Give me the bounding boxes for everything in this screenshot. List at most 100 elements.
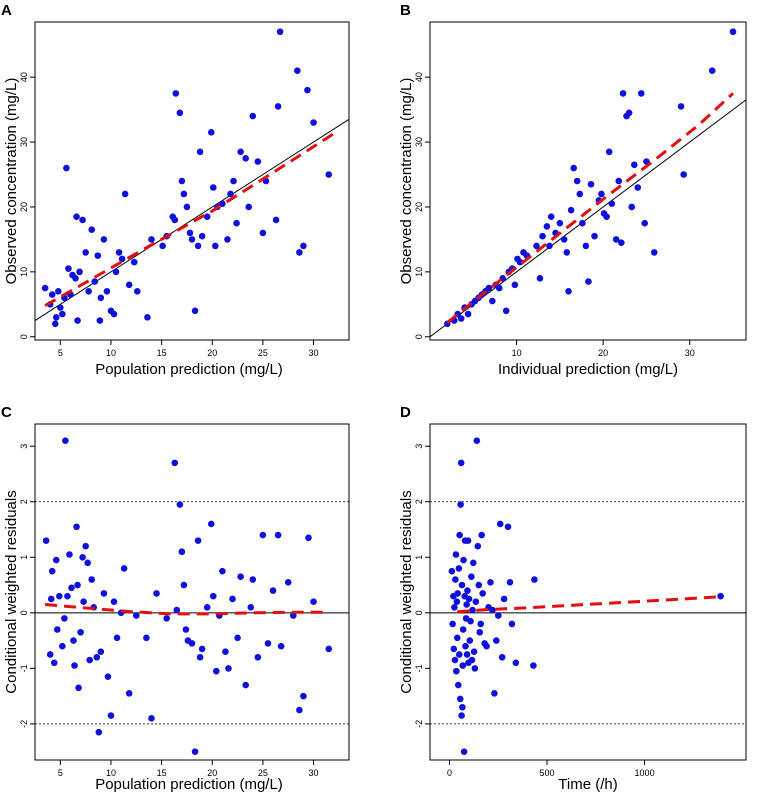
panel-c-data-point <box>107 712 115 719</box>
panel-d-data-point <box>491 690 498 697</box>
panel-a-x-ticks: 5 10 15 20 25 30 <box>58 340 319 358</box>
panel-a-data-point <box>188 236 196 243</box>
panel-a-x-label: Population prediction (mg/L) <box>95 361 283 378</box>
panel-c-data-point <box>104 673 112 680</box>
panel-c-data-point <box>62 437 69 444</box>
panel-a-data-point <box>203 213 211 220</box>
panel-b-data-point <box>641 219 649 227</box>
panel-a-trend <box>44 132 335 307</box>
panel-a-data-point <box>178 177 186 185</box>
panel-a-x-tick-label: 30 <box>309 348 319 358</box>
panel-c-data-point <box>70 637 77 644</box>
panel-b-plot-frame <box>429 21 747 341</box>
panel-b-data-point <box>598 190 605 198</box>
panel-a-data-point <box>115 249 123 256</box>
panel-c-data-point <box>274 531 282 539</box>
panel-d-data-point <box>493 637 500 644</box>
panel-b-data-point <box>495 284 503 292</box>
panel-d-y-tick-label: 3 <box>414 444 424 449</box>
panel-b-data-point <box>582 242 590 250</box>
panel-a-data-point <box>41 284 49 292</box>
panel-a-data-point <box>233 219 240 227</box>
panel-a-data-point <box>180 190 188 198</box>
panel-c-data-point <box>88 576 96 583</box>
panel-b-data-point <box>516 258 524 266</box>
panel-c-data-point <box>71 662 78 669</box>
panel-b-data-point <box>628 203 636 211</box>
panel-a-data-point <box>325 171 333 178</box>
panel-a-x-tick-label: 5 <box>58 348 63 358</box>
panel-a-data-point <box>82 249 89 256</box>
panel-c-data-point <box>97 648 105 656</box>
panel-d-x-tick-label: 0 <box>447 768 452 778</box>
panel-a-data-point <box>219 200 226 208</box>
panel-d-data-point <box>508 620 516 628</box>
panel-a-y-label: Observed concentration (mg/L) <box>3 78 20 285</box>
panel-d-x-label: Time (/h) <box>558 776 617 793</box>
panel-c-y-label: Conditional weighted residuals <box>3 490 20 693</box>
panel-b-x-tick-label: 30 <box>685 348 695 358</box>
panel-c-data-point <box>153 590 160 597</box>
panel-d-reference-lines <box>430 501 746 725</box>
panel-c-data-point <box>56 592 63 600</box>
panel-b-y-tick-label: 20 <box>414 202 424 212</box>
panel-d-data-point <box>478 531 485 539</box>
panel-c-points <box>42 437 333 755</box>
panel-d-data-point <box>451 603 458 611</box>
panel-a-data-point <box>198 232 206 240</box>
panel-a-label: A <box>1 2 12 19</box>
panel-c-data-point <box>180 581 188 589</box>
panel-c-data-point <box>264 640 272 647</box>
panel-b-data-point <box>565 288 572 295</box>
panel-b-data-point <box>567 206 575 214</box>
panel-a-data-point <box>97 294 105 302</box>
panel-d-data-point <box>454 634 461 642</box>
panel-c-data-point <box>247 603 255 611</box>
panel-c-data-point <box>59 642 66 650</box>
panel-b-data-point <box>608 200 616 208</box>
panel-d-data-point <box>483 642 490 650</box>
panel-c-data-point <box>50 659 58 667</box>
panel-b-data-point <box>605 148 613 156</box>
panel-c-data-point <box>120 565 128 572</box>
panel-c-data-point <box>84 559 91 567</box>
panel-a-data-point <box>300 242 307 250</box>
panel-c-data-point <box>305 534 312 542</box>
panel-b-y-label: Observed concentration (mg/L) <box>398 78 415 285</box>
panel-b-data-point <box>650 249 658 256</box>
panel-c-x-label: Population prediction (mg/L) <box>95 776 283 793</box>
panel-a-data-point <box>100 236 108 243</box>
panel-b-data-point <box>511 281 519 289</box>
panel-c-data-point <box>66 551 73 558</box>
panel-c-y-tick-label: 0 <box>19 610 29 615</box>
panel-a-data-point <box>59 310 66 318</box>
panel-a-data-point <box>211 242 219 250</box>
panel-d-data-point <box>460 748 468 755</box>
panel-d-data-point <box>468 656 476 664</box>
panel-b-y-tick-label: 10 <box>414 267 424 277</box>
panel-a-data-point <box>194 242 202 250</box>
panel-b-data-point <box>585 278 592 285</box>
panel-c-data-point <box>219 567 226 575</box>
panel-a-data-point <box>72 275 79 282</box>
panel-a-data-point <box>310 119 317 126</box>
panel-c-data-point <box>77 628 84 636</box>
panel-c-data-point <box>79 553 86 561</box>
panel-c-data-point <box>254 653 262 661</box>
panel-c-data-point <box>148 715 155 722</box>
panel-a-data-point <box>148 236 155 243</box>
panel-c-data-point <box>213 667 220 675</box>
panel-c-data-point <box>269 587 277 594</box>
panel-b-data-point <box>556 219 564 227</box>
panel-d-data-point <box>475 581 483 589</box>
panel-c-data-point <box>93 653 101 661</box>
panel-c-data-point <box>86 656 93 664</box>
panel-a-data-point <box>183 203 191 211</box>
panel-c-y-tick-label: 2 <box>19 499 29 504</box>
panel-c-data-point <box>47 595 55 603</box>
panel-d-x-tick-label: 500 <box>540 768 555 778</box>
panel-b-x-tick-label: 10 <box>512 348 522 358</box>
panel-c-data-point <box>209 592 217 600</box>
panel-c-data-point <box>95 728 103 736</box>
panel-a-data-point <box>209 184 217 191</box>
